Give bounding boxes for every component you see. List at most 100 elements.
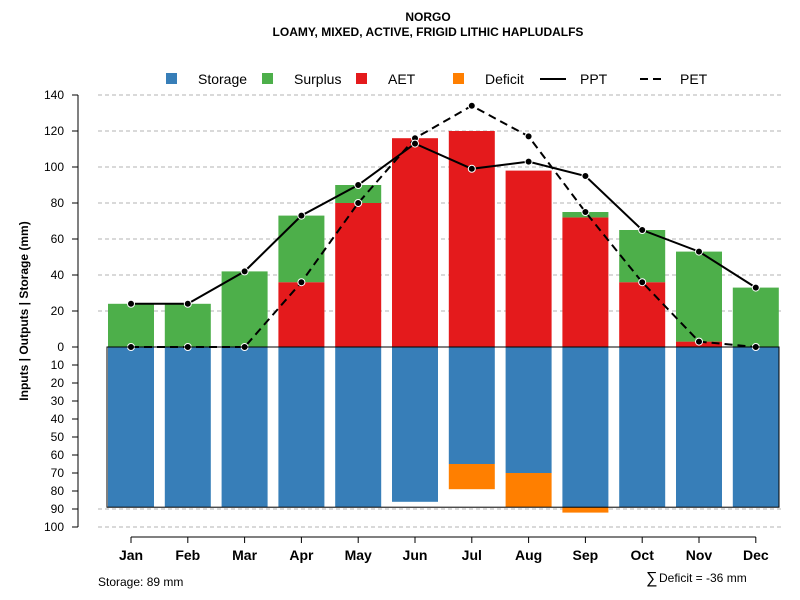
x-tick-label-jun: Jun: [403, 547, 428, 563]
axes: 140 120 100 80 60 40 20 0 10 20 30 40 50 60 70 80 90 100 J…: [44, 88, 780, 563]
legend-swatch-surplus: [262, 73, 273, 84]
y-tick-label: 100: [44, 160, 64, 174]
y-tick-label: 30: [51, 394, 65, 408]
legend-label-surplus: Surplus: [294, 71, 341, 87]
y-tick-label: 20: [51, 304, 65, 318]
point-ppt-jun: [411, 139, 419, 148]
y-tick-label: 140: [44, 88, 64, 102]
y-tick-label: 40: [51, 412, 65, 426]
point-ppt-sep: [581, 172, 590, 180]
point-pet-oct: [638, 278, 647, 287]
bar-storage-oct: [619, 347, 666, 508]
point-pet-nov: [695, 337, 703, 346]
bars: [108, 131, 779, 513]
gridlines: [98, 94, 781, 528]
bar-deficit-jul: [448, 464, 495, 490]
point-ppt-mar: [240, 267, 249, 276]
bar-storage-jun: [392, 347, 438, 502]
x-tick-label-may: May: [345, 547, 372, 563]
point-pet-apr: [297, 278, 306, 287]
legend-swatch-storage: [166, 73, 177, 84]
bar-aet-sep: [562, 217, 609, 347]
y-axis-label: Inputs | Outputs | Storage (mm): [17, 221, 31, 400]
x-tick-label-apr: Apr: [289, 547, 314, 563]
line-ppt: [131, 142, 757, 305]
y-tick-label: 80: [51, 196, 65, 210]
bar-storage-nov: [676, 347, 722, 508]
legend-swatch-deficit: [453, 73, 464, 84]
point-ppt-dec: [751, 283, 760, 292]
chart-subtitle: LOAMY, MIXED, ACTIVE, FRIGID LITHIC HAPL…: [273, 25, 584, 39]
y-tick-label: 20: [51, 376, 65, 390]
point-ppt-nov: [695, 247, 703, 256]
x-tick-label-sep: Sep: [573, 547, 599, 563]
x-tick-label-feb: Feb: [175, 547, 200, 563]
point-ppt-oct: [638, 226, 647, 234]
bar-storage-sep: [562, 347, 609, 508]
bar-surplus-apr: [278, 215, 325, 283]
x-tick-label-jul: Jul: [462, 547, 482, 563]
y-tick-label: 60: [51, 448, 65, 462]
bar-surplus-feb: [164, 303, 211, 347]
y-tick-label: 60: [51, 232, 65, 246]
point-ppt-aug: [524, 157, 533, 166]
legend-label-deficit: Deficit: [485, 71, 524, 87]
bar-surplus-dec: [732, 287, 779, 347]
deficit-footnote: Deficit = -36 mm: [659, 571, 747, 585]
y-tick-label: 0: [57, 340, 64, 354]
point-pet-sep: [581, 208, 590, 216]
chart-title: NORGO: [405, 10, 450, 24]
y-tick-label: 120: [44, 124, 64, 138]
bar-deficit-aug: [505, 473, 552, 508]
bar-storage-apr: [278, 347, 325, 508]
bar-surplus-oct: [619, 230, 666, 283]
y-tick-label: 10: [51, 358, 65, 372]
legend: Storage Surplus AET Deficit PPT PET: [166, 71, 708, 87]
x-tick-label-jan: Jan: [119, 547, 143, 563]
point-ppt-jan: [127, 299, 135, 308]
bar-surplus-nov: [676, 251, 722, 342]
deficit-sum-symbol: ∑: [646, 570, 657, 587]
y-tick-label: 100: [44, 520, 64, 534]
point-ppt-may: [354, 181, 363, 189]
bar-storage-jul: [448, 347, 495, 464]
bar-surplus-jan: [108, 303, 154, 347]
y-tick-label: 40: [51, 268, 65, 282]
x-tick-label-dec: Dec: [743, 547, 769, 563]
x-tick-label-nov: Nov: [686, 547, 713, 563]
bar-surplus-mar: [221, 271, 268, 347]
point-ppt-feb: [183, 299, 192, 308]
bar-aet-may: [335, 203, 382, 347]
bar-aet-apr: [278, 282, 325, 347]
bar-storage-aug: [505, 347, 552, 473]
legend-label-aet: AET: [388, 71, 416, 87]
bar-storage-may: [335, 347, 382, 508]
y-tick-label: 90: [51, 502, 65, 516]
y-tick-label: 50: [51, 430, 65, 444]
bar-storage-dec: [732, 347, 779, 508]
y-tick-label: 70: [51, 466, 65, 480]
bar-deficit-sep: [562, 507, 609, 513]
point-pet-may: [354, 199, 363, 207]
bar-aet-oct: [619, 282, 666, 347]
bar-aet-aug: [505, 170, 552, 347]
legend-label-pet: PET: [680, 71, 708, 87]
legend-swatch-aet: [356, 73, 367, 84]
y-tick-label: 80: [51, 484, 65, 498]
legend-label-ppt: PPT: [580, 71, 608, 87]
point-pet-jul: [467, 101, 476, 110]
bar-aet-jun: [392, 138, 438, 347]
point-pet-aug: [524, 132, 533, 141]
x-tick-label-oct: Oct: [631, 547, 655, 563]
x-tick-label-aug: Aug: [515, 547, 542, 563]
bar-storage-feb: [164, 347, 211, 508]
legend-label-storage: Storage: [198, 71, 247, 87]
point-ppt-apr: [297, 211, 306, 220]
bar-aet-jul: [448, 131, 495, 347]
bar-storage-mar: [221, 347, 268, 508]
point-ppt-jul: [467, 164, 476, 173]
bar-storage-jan: [108, 347, 154, 508]
x-tick-label-mar: Mar: [232, 547, 257, 563]
storage-footnote: Storage: 89 mm: [98, 575, 183, 589]
